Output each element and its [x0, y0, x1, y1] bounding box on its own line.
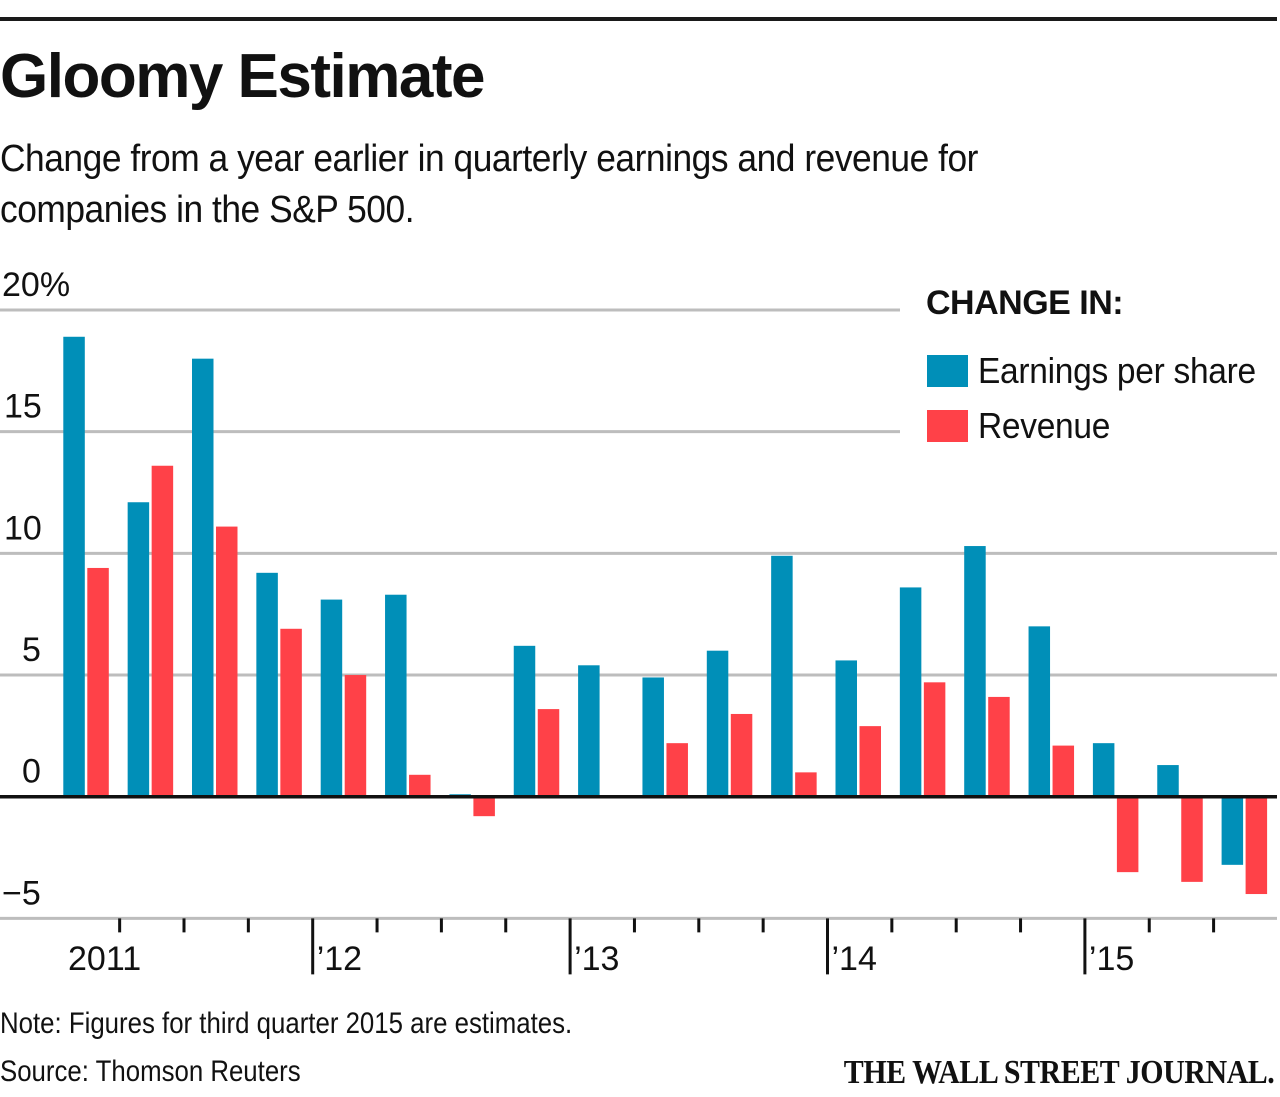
- chart-subtitle: Change from a year earlier in quarterly …: [0, 138, 978, 231]
- chart-title: Gloomy Estimate: [0, 42, 485, 111]
- y-tick-label: 5: [22, 631, 41, 669]
- y-tick-label: −5: [2, 874, 41, 912]
- eps-bar: [1092, 743, 1115, 797]
- revenue-bar: [1052, 745, 1075, 797]
- eps-bar: [385, 594, 407, 797]
- x-axis: 2011 ’12 ’13 ’14 ’15: [68, 918, 1216, 978]
- revenue-bar: [988, 696, 1010, 797]
- eps-bar: [63, 336, 85, 797]
- x-tick-label: 2011: [68, 940, 141, 978]
- wsj-logo: THE WALL STREET JOURNAL.: [843, 1054, 1274, 1091]
- eps-bar: [835, 660, 857, 797]
- eps-bar: [964, 546, 986, 797]
- revenue-bar: [87, 567, 109, 797]
- y-tick-label: 20%: [2, 266, 70, 304]
- revenue-bar: [216, 526, 238, 797]
- eps-bar: [513, 645, 536, 797]
- eps-bar: [1028, 626, 1051, 797]
- legend-label-revenue: Revenue: [978, 405, 1111, 446]
- legend-swatch-revenue: [927, 410, 968, 442]
- eps-bar: [256, 572, 278, 797]
- legend-title: CHANGE IN:: [926, 284, 1124, 322]
- x-tick-label: ’12: [317, 940, 362, 978]
- revenue-bar: [280, 628, 302, 797]
- eps-bar: [642, 677, 664, 797]
- x-tick-label: ’13: [574, 940, 619, 978]
- y-axis-labels: 20% 15 10 5 0 −5: [2, 266, 70, 912]
- revenue-bar: [730, 713, 753, 797]
- y-tick-label: 0: [22, 753, 41, 791]
- eps-bar: [1221, 796, 1244, 865]
- revenue-bar: [1181, 796, 1203, 882]
- revenue-bar: [409, 774, 431, 797]
- revenue-bar: [151, 465, 174, 797]
- eps-bar: [192, 358, 214, 797]
- eps-bar: [899, 587, 922, 797]
- bars: [63, 336, 1268, 895]
- revenue-bar: [1245, 796, 1268, 895]
- legend-label-eps: Earnings per share: [978, 350, 1256, 391]
- top-rule: [0, 17, 1277, 21]
- revenue-bar: [923, 682, 946, 797]
- bar-chart: 20% 15 10 5 0 −5 2011 ’12 ’13 ’14 ’15: [0, 266, 1277, 978]
- eps-bar: [706, 650, 729, 797]
- footnote: Note: Figures for third quarter 2015 are…: [0, 1007, 573, 1040]
- revenue-bar: [1116, 796, 1139, 873]
- eps-bar: [320, 599, 343, 797]
- revenue-bar: [537, 709, 560, 797]
- eps-bar: [771, 555, 793, 797]
- revenue-bar: [795, 772, 817, 797]
- legend-item-eps: Earnings per share: [927, 350, 1277, 392]
- x-tick-label: ’14: [832, 940, 877, 978]
- y-tick-label: 10: [4, 509, 42, 547]
- x-tick-label: ’15: [1089, 940, 1134, 978]
- revenue-bar: [859, 726, 881, 797]
- revenue-bar: [344, 675, 367, 797]
- eps-bar: [1157, 765, 1179, 797]
- eps-bar: [578, 665, 600, 797]
- revenue-bar: [666, 743, 688, 797]
- legend-swatch-eps: [927, 355, 968, 387]
- source-credit: Source: Thomson Reuters: [0, 1055, 301, 1088]
- revenue-bar: [473, 796, 495, 817]
- eps-bar: [127, 502, 150, 797]
- y-tick-label: 15: [4, 388, 42, 426]
- legend-item-revenue: Revenue: [927, 405, 1120, 447]
- gridlines: [0, 308, 1277, 920]
